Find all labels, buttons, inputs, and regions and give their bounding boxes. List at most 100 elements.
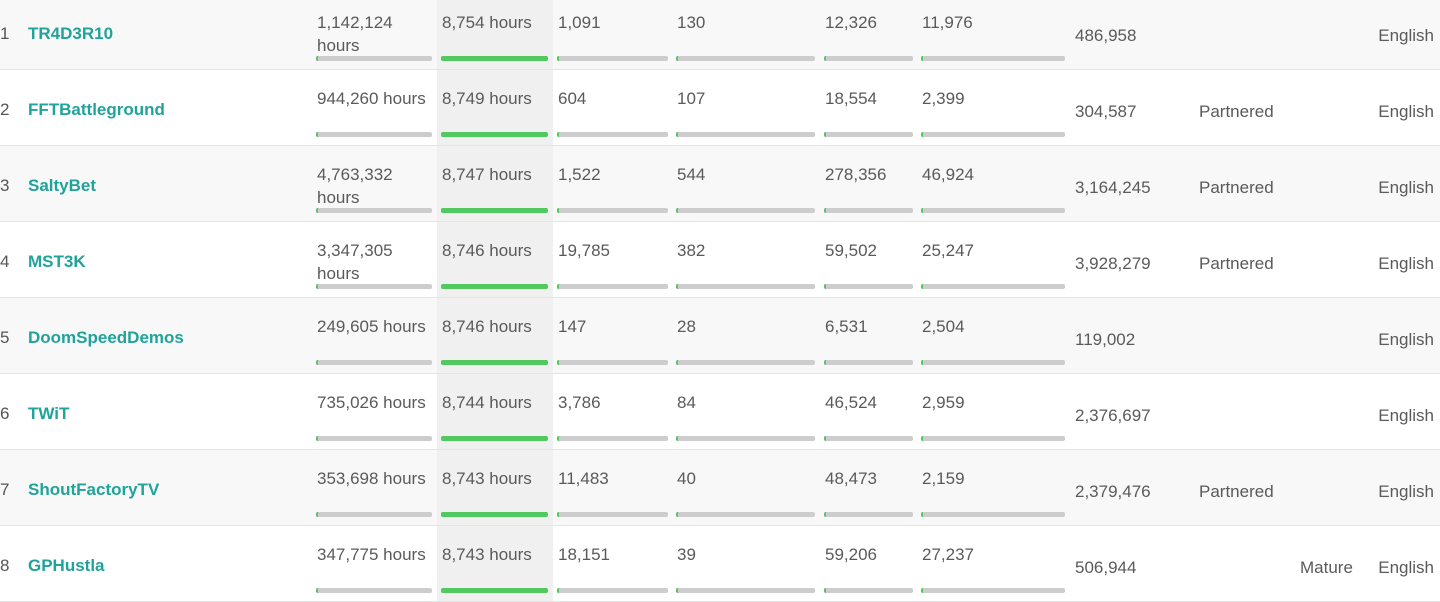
peak-bar (676, 588, 815, 593)
total-views-value: 506,944 (1075, 558, 1137, 577)
followers-value: 12,326 (825, 13, 877, 32)
table-row: 8 GPHustla 347,775 hours 8,743 hours 18,151 3… (0, 526, 1440, 602)
stream-bar (441, 56, 548, 61)
f_gained-bar (921, 436, 1065, 441)
channel-name-link[interactable]: TWiT (28, 404, 70, 423)
total-value: 249,605 hours (317, 317, 426, 336)
peak-value: 107 (677, 89, 706, 108)
channel-name-link[interactable]: TR4D3R10 (28, 24, 114, 43)
followers-bar (824, 512, 913, 517)
followers-value: 59,206 (825, 545, 877, 564)
f_gained-value: 27,237 (922, 545, 974, 564)
rank-number: 3 (0, 176, 10, 195)
partner-status: Partnered (1199, 254, 1274, 273)
stream-bar-fill (441, 284, 548, 289)
f_gained-bar (921, 56, 1065, 61)
f_gained-bar-fill (921, 208, 923, 213)
followers-bar-fill (824, 588, 826, 593)
stream-value: 8,744 hours (442, 393, 532, 412)
peak-value: 84 (677, 393, 696, 412)
f_gained-bar (921, 512, 1065, 517)
peak-value: 544 (677, 165, 706, 184)
rank-number: 8 (0, 556, 10, 575)
peak-bar-fill (676, 436, 678, 441)
total-value: 4,763,332 hours (317, 165, 393, 207)
total-bar (316, 284, 432, 289)
f_gained-bar (921, 132, 1065, 137)
peak-bar (676, 284, 815, 289)
f_gained-value: 2,159 (922, 469, 965, 488)
total-bar (316, 436, 432, 441)
table-row: 1 TR4D3R10 1,142,124 hours 8,754 hours 1,091… (0, 0, 1440, 70)
total-bar-fill (316, 360, 318, 365)
stream-bar (441, 132, 548, 137)
avg-bar (557, 512, 668, 517)
peak-value: 382 (677, 241, 706, 260)
total-value: 347,775 hours (317, 545, 426, 564)
channel-name-link[interactable]: FFTBattleground (28, 100, 165, 119)
rank-number: 5 (0, 328, 10, 347)
total-bar-fill (316, 436, 318, 441)
f_gained-bar-fill (921, 436, 923, 441)
followers-bar-fill (824, 284, 826, 289)
stream-value: 8,746 hours (442, 241, 532, 260)
total-bar-fill (316, 132, 318, 137)
rank-number: 7 (0, 480, 10, 499)
total-value: 1,142,124 hours (317, 13, 393, 55)
peak-value: 28 (677, 317, 696, 336)
avg-bar-fill (557, 512, 559, 517)
peak-bar (676, 360, 815, 365)
total-bar-fill (316, 512, 318, 517)
f_gained-value: 2,399 (922, 89, 965, 108)
peak-bar-fill (676, 588, 678, 593)
channel-name-link[interactable]: SaltyBet (28, 176, 97, 195)
channel-name-link[interactable]: ShoutFactoryTV (28, 480, 160, 499)
total-bar (316, 208, 432, 213)
total-value: 353,698 hours (317, 469, 426, 488)
followers-bar (824, 588, 913, 593)
peak-value: 130 (677, 13, 706, 32)
avg-bar-fill (557, 436, 559, 441)
total-value: 735,026 hours (317, 393, 426, 412)
partner-status: Partnered (1199, 482, 1274, 501)
stream-bar (441, 284, 548, 289)
channel-name-link[interactable]: GPHustla (28, 556, 105, 575)
stream-bar (441, 360, 548, 365)
f_gained-bar (921, 208, 1065, 213)
partner-status: Partnered (1199, 178, 1274, 197)
total-bar (316, 132, 432, 137)
total-views-value: 3,164,245 (1075, 178, 1151, 197)
avg-bar-fill (557, 132, 559, 137)
mature-status: Mature (1300, 558, 1353, 577)
followers-bar-fill (824, 436, 826, 441)
table-row: 7 ShoutFactoryTV 353,698 hours 8,743 hours 1… (0, 450, 1440, 526)
total-bar-fill (316, 588, 318, 593)
f_gained-bar-fill (921, 512, 923, 517)
rank-number: 2 (0, 100, 10, 119)
peak-bar (676, 56, 815, 61)
rank-number: 4 (0, 252, 10, 271)
followers-value: 48,473 (825, 469, 877, 488)
stream-value: 8,743 hours (442, 545, 532, 564)
language-value: English (1378, 26, 1434, 45)
avg-bar-fill (557, 360, 559, 365)
followers-bar (824, 360, 913, 365)
followers-bar (824, 284, 913, 289)
stream-bar-fill (441, 436, 548, 441)
followers-value: 18,554 (825, 89, 877, 108)
rank-number: 1 (0, 24, 10, 43)
avg-bar (557, 360, 668, 365)
stream-value: 8,747 hours (442, 165, 532, 184)
avg-value: 19,785 (558, 241, 610, 260)
channel-name-link[interactable]: DoomSpeedDemos (28, 328, 184, 347)
stream-value: 8,749 hours (442, 89, 532, 108)
f_gained-value: 2,504 (922, 317, 965, 336)
total-value: 944,260 hours (317, 89, 426, 108)
stream-bar (441, 588, 548, 593)
f_gained-bar (921, 588, 1065, 593)
channel-name-link[interactable]: MST3K (28, 252, 86, 271)
peak-bar-fill (676, 512, 678, 517)
f_gained-bar-fill (921, 588, 923, 593)
f_gained-bar (921, 284, 1065, 289)
total-views-value: 3,928,279 (1075, 254, 1151, 273)
